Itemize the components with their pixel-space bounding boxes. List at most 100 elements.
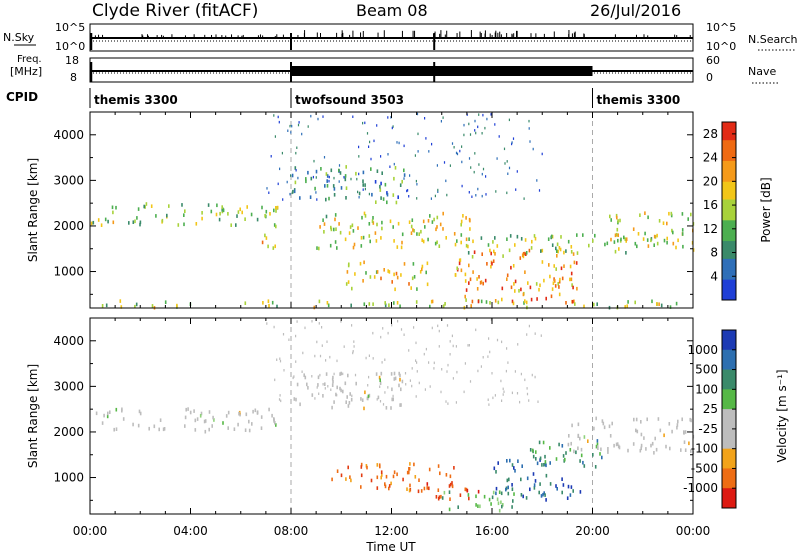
echo-cell (219, 211, 221, 216)
echo-cell (682, 244, 684, 249)
echo-cell (460, 222, 462, 227)
echo-cell (283, 369, 285, 372)
echo-cell (663, 433, 665, 438)
echo-cell (453, 466, 455, 470)
echo-cell (672, 241, 675, 246)
echo-cell (465, 288, 468, 292)
echo-cell (416, 232, 418, 236)
echo-cell (268, 407, 270, 412)
echo-cell (474, 152, 476, 155)
echo-cell (399, 377, 401, 382)
power-colorbar-swatch (722, 133, 736, 138)
echo-cell (445, 400, 447, 403)
y-tick-label: 4000 (53, 334, 84, 348)
echo-cell (495, 486, 498, 491)
echo-cell (520, 477, 522, 482)
echo-cell (350, 303, 352, 308)
echo-cell (378, 375, 381, 380)
echo-cell (304, 375, 307, 380)
echo-cell (456, 266, 458, 271)
echo-cell (669, 446, 671, 451)
echo-cell (322, 394, 324, 398)
echo-cell (383, 268, 385, 272)
echo-cell (613, 240, 616, 244)
echo-cell (380, 181, 382, 186)
echo-cell (185, 407, 187, 412)
power-colorbar-swatch (722, 285, 736, 289)
echo-cell (252, 409, 254, 414)
echo-cell (506, 459, 508, 463)
echo-cell (376, 270, 379, 274)
echo-cell (653, 243, 655, 247)
echo-cell (472, 239, 474, 244)
echo-cell (545, 473, 548, 478)
echo-cell (333, 187, 336, 191)
echo-cell (561, 477, 563, 481)
echo-cell (254, 408, 257, 413)
echo-cell (111, 205, 114, 210)
echo-cell (477, 125, 479, 129)
echo-cell (370, 157, 372, 161)
echo-cell (492, 259, 495, 263)
echo-cell (511, 391, 513, 395)
echo-cell (176, 303, 178, 308)
echo-cell (516, 170, 518, 173)
echo-cell (471, 195, 473, 198)
echo-cell (376, 222, 378, 227)
echo-cell (382, 403, 385, 406)
velocity-colorbar-swatch (722, 448, 736, 469)
echo-cell (531, 239, 533, 244)
echo-cell (392, 225, 394, 229)
power-colorbar-swatch (722, 151, 736, 156)
power-colorbar-swatch (722, 148, 736, 153)
echo-cell (390, 406, 392, 410)
echo-cell (640, 432, 643, 437)
echo-cell (440, 120, 442, 123)
echo-cell (452, 344, 454, 348)
echo-cell (497, 300, 500, 305)
echo-cell (443, 161, 446, 164)
echo-cell (115, 407, 118, 412)
echo-cell (412, 228, 414, 232)
echo-cell (273, 114, 275, 117)
power-cells (90, 112, 695, 310)
echo-cell (569, 448, 572, 452)
echo-cell (364, 390, 366, 395)
echo-cell (398, 383, 400, 388)
echo-cell (511, 299, 514, 304)
echo-cell (423, 486, 426, 491)
echo-cell (524, 378, 526, 382)
echo-cell (358, 191, 361, 196)
velocity-colorbar-tick-label: 25 (703, 402, 718, 416)
echo-cell (348, 262, 350, 267)
echo-cell (449, 353, 451, 356)
echo-cell (400, 245, 403, 250)
echo-cell (269, 212, 271, 216)
echo-cell (592, 453, 594, 457)
echo-cell (474, 119, 476, 123)
power-colorbar-swatch (722, 175, 736, 179)
echo-cell (582, 460, 584, 465)
echo-cell (415, 300, 418, 304)
echo-cell (382, 327, 384, 330)
echo-cell (614, 249, 617, 254)
x-tick-labels: 00:00 04:00 08:00 12:00 16:00 20:00 00:00 (73, 524, 711, 538)
echo-cell (406, 487, 408, 491)
echo-cell (415, 341, 417, 345)
freq-trace (90, 62, 693, 82)
echo-cell (475, 131, 477, 135)
echo-cell (239, 412, 241, 417)
echo-cell (449, 497, 451, 501)
echo-cell (487, 243, 490, 247)
echo-cell (344, 174, 347, 178)
echo-cell (563, 250, 565, 255)
echo-cell (690, 212, 692, 217)
echo-cell (375, 270, 378, 274)
echo-cell (604, 242, 606, 247)
echo-cell (390, 116, 392, 119)
echo-cell (539, 283, 541, 288)
echo-cell (305, 177, 307, 181)
echo-cell (556, 242, 559, 247)
echo-cell (563, 264, 565, 268)
echo-cell (448, 490, 451, 494)
